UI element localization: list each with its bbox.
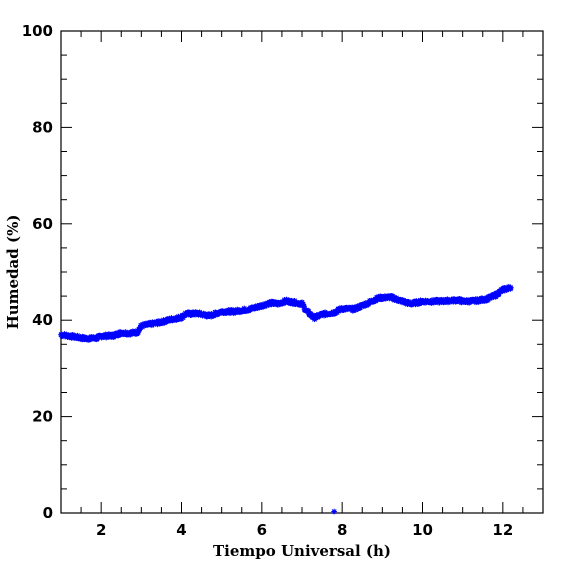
x-tick-label: 2 (96, 521, 106, 539)
y-tick-label: 100 (22, 22, 53, 40)
y-tick-label: 80 (32, 118, 53, 136)
x-tick-label: 6 (257, 521, 267, 539)
axis-ticks (60, 30, 544, 514)
data-point (508, 284, 514, 291)
data-series (58, 283, 514, 515)
x-tick-label: 10 (412, 521, 433, 539)
y-tick-label: 40 (32, 311, 53, 329)
x-tick-label: 8 (337, 521, 347, 539)
y-tick-label: 0 (43, 504, 53, 522)
x-tick-label: 4 (176, 521, 186, 539)
plot-frame (60, 30, 544, 514)
y-axis-label: Humedad (%) (4, 215, 22, 330)
x-tick-label: 12 (492, 521, 513, 539)
x-axis-label: Tiempo Universal (h) (213, 542, 391, 560)
y-tick-label: 60 (32, 215, 53, 233)
data-point-outlier (331, 508, 337, 515)
tick-labels: 2 4 6 8 10 12 0 20 40 60 80 100 (22, 22, 514, 539)
y-tick-label: 20 (32, 408, 53, 426)
